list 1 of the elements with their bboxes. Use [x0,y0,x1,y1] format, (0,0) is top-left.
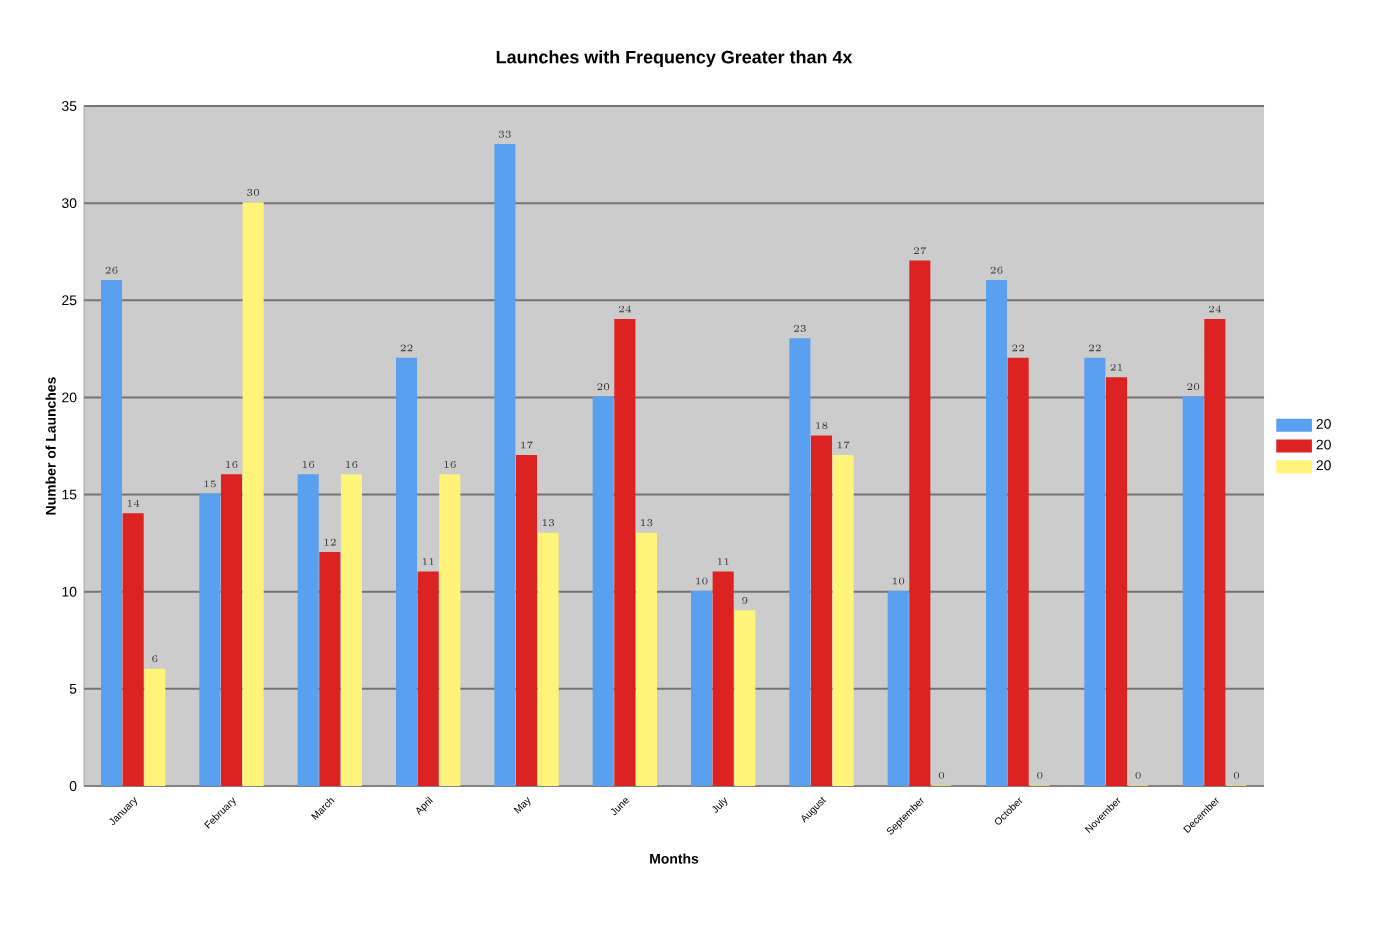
chart-title: Launches with Frequency Greater than 4x [496,50,853,67]
